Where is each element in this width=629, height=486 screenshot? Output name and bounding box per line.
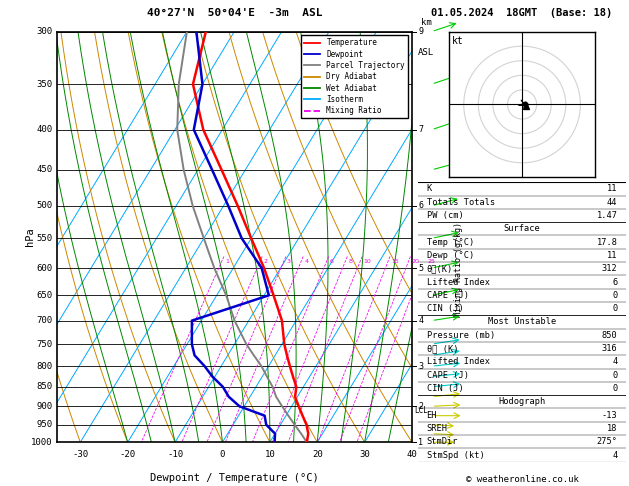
Text: 400: 400 bbox=[36, 125, 52, 134]
Text: 9: 9 bbox=[418, 27, 423, 36]
Text: 300: 300 bbox=[36, 27, 52, 36]
Text: 01.05.2024  18GMT  (Base: 18): 01.05.2024 18GMT (Base: 18) bbox=[431, 8, 613, 18]
Text: CAPE (J): CAPE (J) bbox=[426, 291, 469, 300]
Text: 20: 20 bbox=[312, 450, 323, 459]
Text: CIN (J): CIN (J) bbox=[426, 304, 464, 313]
Text: 275°: 275° bbox=[596, 437, 618, 446]
Text: hPa: hPa bbox=[25, 227, 35, 246]
Text: 5: 5 bbox=[418, 263, 423, 273]
Text: 850: 850 bbox=[36, 382, 52, 391]
Text: 850: 850 bbox=[602, 331, 618, 340]
Text: Totals Totals: Totals Totals bbox=[426, 198, 495, 207]
Text: Surface: Surface bbox=[504, 225, 540, 233]
Text: 316: 316 bbox=[602, 344, 618, 353]
Text: 40: 40 bbox=[406, 450, 418, 459]
Text: 1: 1 bbox=[225, 259, 229, 263]
Text: StmDir: StmDir bbox=[426, 437, 458, 446]
Text: 500: 500 bbox=[36, 201, 52, 210]
Text: 0: 0 bbox=[612, 371, 618, 380]
Text: 10: 10 bbox=[264, 450, 276, 459]
Text: 2: 2 bbox=[264, 259, 267, 263]
Text: Pressure (mb): Pressure (mb) bbox=[426, 331, 495, 340]
Text: -13: -13 bbox=[602, 411, 618, 419]
Text: 20: 20 bbox=[411, 259, 420, 263]
Text: 0: 0 bbox=[612, 291, 618, 300]
Text: 1000: 1000 bbox=[31, 438, 52, 447]
Text: CIN (J): CIN (J) bbox=[426, 384, 464, 393]
Text: 0: 0 bbox=[612, 384, 618, 393]
Text: EH: EH bbox=[426, 411, 437, 419]
Text: Lifted Index: Lifted Index bbox=[426, 357, 489, 366]
Text: θᴄ (K): θᴄ (K) bbox=[426, 344, 458, 353]
Text: K: K bbox=[426, 184, 432, 193]
Text: 2: 2 bbox=[418, 402, 423, 411]
Text: 17.8: 17.8 bbox=[596, 238, 618, 246]
Text: 1: 1 bbox=[418, 438, 423, 447]
Text: 30: 30 bbox=[359, 450, 370, 459]
Text: 0: 0 bbox=[612, 304, 618, 313]
Text: 550: 550 bbox=[36, 234, 52, 243]
Text: StmSpd (kt): StmSpd (kt) bbox=[426, 451, 484, 460]
Text: Lifted Index: Lifted Index bbox=[426, 278, 489, 287]
Text: Dewp (°C): Dewp (°C) bbox=[426, 251, 474, 260]
Text: 7: 7 bbox=[418, 125, 423, 134]
Text: LCL: LCL bbox=[414, 406, 428, 416]
Text: © weatheronline.co.uk: © weatheronline.co.uk bbox=[465, 474, 579, 484]
Text: 4: 4 bbox=[612, 451, 618, 460]
Text: 8: 8 bbox=[348, 259, 352, 263]
Text: 312: 312 bbox=[602, 264, 618, 273]
Text: 700: 700 bbox=[36, 316, 52, 325]
Text: 18: 18 bbox=[607, 424, 618, 433]
Text: 350: 350 bbox=[36, 80, 52, 88]
Text: 600: 600 bbox=[36, 263, 52, 273]
Text: kt: kt bbox=[452, 36, 464, 46]
Text: 11: 11 bbox=[607, 184, 618, 193]
Text: 40°27'N  50°04'E  -3m  ASL: 40°27'N 50°04'E -3m ASL bbox=[147, 8, 322, 18]
Text: Temp (°C): Temp (°C) bbox=[426, 238, 474, 246]
Text: 800: 800 bbox=[36, 362, 52, 371]
Text: 10: 10 bbox=[363, 259, 371, 263]
Text: 6: 6 bbox=[612, 278, 618, 287]
Text: 25: 25 bbox=[428, 259, 435, 263]
Text: 950: 950 bbox=[36, 420, 52, 429]
Text: 450: 450 bbox=[36, 165, 52, 174]
Text: -20: -20 bbox=[120, 450, 136, 459]
Text: 650: 650 bbox=[36, 291, 52, 300]
Text: 900: 900 bbox=[36, 402, 52, 411]
Text: 44: 44 bbox=[607, 198, 618, 207]
Text: Mixing Ratio (g/kg): Mixing Ratio (g/kg) bbox=[454, 222, 463, 317]
Text: PW (cm): PW (cm) bbox=[426, 211, 464, 220]
Text: -10: -10 bbox=[167, 450, 183, 459]
Text: 750: 750 bbox=[36, 340, 52, 348]
Text: 4: 4 bbox=[418, 316, 423, 325]
Text: θᴄ(K): θᴄ(K) bbox=[426, 264, 453, 273]
Text: 6: 6 bbox=[418, 201, 423, 210]
Text: ASL: ASL bbox=[418, 48, 434, 57]
Text: 4: 4 bbox=[612, 357, 618, 366]
Text: SREH: SREH bbox=[426, 424, 448, 433]
Text: km: km bbox=[421, 18, 431, 28]
Text: 1.47: 1.47 bbox=[596, 211, 618, 220]
Text: 3: 3 bbox=[418, 362, 423, 371]
Text: 11: 11 bbox=[607, 251, 618, 260]
Text: Hodograph: Hodograph bbox=[498, 398, 546, 406]
Text: -30: -30 bbox=[72, 450, 88, 459]
Text: Dewpoint / Temperature (°C): Dewpoint / Temperature (°C) bbox=[150, 473, 319, 483]
Text: Most Unstable: Most Unstable bbox=[488, 317, 556, 327]
Text: 4: 4 bbox=[304, 259, 308, 263]
Text: CAPE (J): CAPE (J) bbox=[426, 371, 469, 380]
Legend: Temperature, Dewpoint, Parcel Trajectory, Dry Adiabat, Wet Adiabat, Isotherm, Mi: Temperature, Dewpoint, Parcel Trajectory… bbox=[301, 35, 408, 118]
Text: 0: 0 bbox=[220, 450, 225, 459]
Text: 15: 15 bbox=[391, 259, 399, 263]
Text: 6: 6 bbox=[330, 259, 333, 263]
Text: 3: 3 bbox=[287, 259, 291, 263]
